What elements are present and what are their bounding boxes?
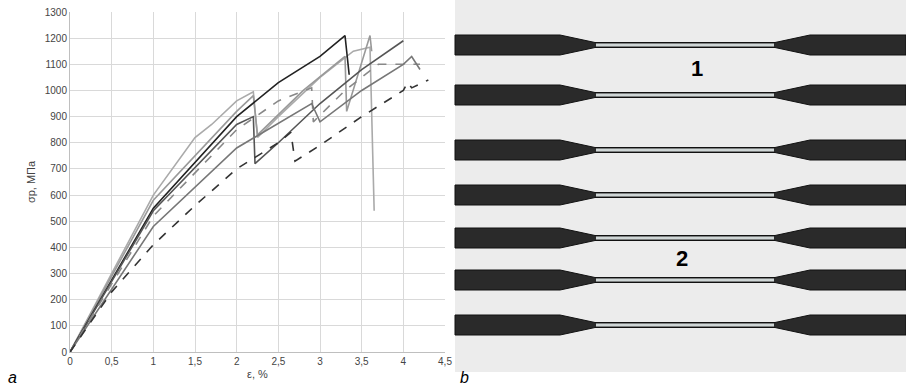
svg-text:σp, МПа: σp, МПа — [25, 160, 37, 203]
svg-text:200: 200 — [50, 294, 67, 305]
svg-text:0,5: 0,5 — [105, 356, 119, 367]
svg-text:100: 100 — [50, 320, 67, 331]
svg-text:2: 2 — [676, 246, 688, 271]
svg-text:400: 400 — [50, 242, 67, 253]
svg-text:0: 0 — [67, 356, 73, 367]
svg-text:2,5: 2,5 — [271, 356, 285, 367]
svg-text:1: 1 — [691, 56, 703, 81]
svg-text:300: 300 — [50, 268, 67, 279]
svg-text:500: 500 — [50, 216, 67, 227]
svg-text:800: 800 — [50, 137, 67, 148]
svg-text:ε, %: ε, % — [247, 368, 268, 380]
svg-text:4,5: 4,5 — [438, 356, 452, 367]
svg-text:2: 2 — [234, 356, 240, 367]
svg-text:1200: 1200 — [45, 33, 68, 44]
svg-text:0: 0 — [61, 347, 67, 358]
svg-text:1300: 1300 — [45, 7, 68, 18]
svg-text:1000: 1000 — [45, 85, 68, 96]
svg-text:3: 3 — [317, 356, 323, 367]
svg-text:3,5: 3,5 — [355, 356, 369, 367]
svg-text:b: b — [460, 369, 469, 386]
svg-text:4: 4 — [401, 356, 407, 367]
svg-text:900: 900 — [50, 111, 67, 122]
svg-text:1100: 1100 — [45, 59, 67, 70]
svg-text:1,5: 1,5 — [188, 356, 202, 367]
svg-text:700: 700 — [50, 163, 67, 174]
svg-text:a: a — [8, 369, 17, 386]
svg-text:1: 1 — [151, 356, 157, 367]
svg-text:600: 600 — [50, 190, 67, 201]
